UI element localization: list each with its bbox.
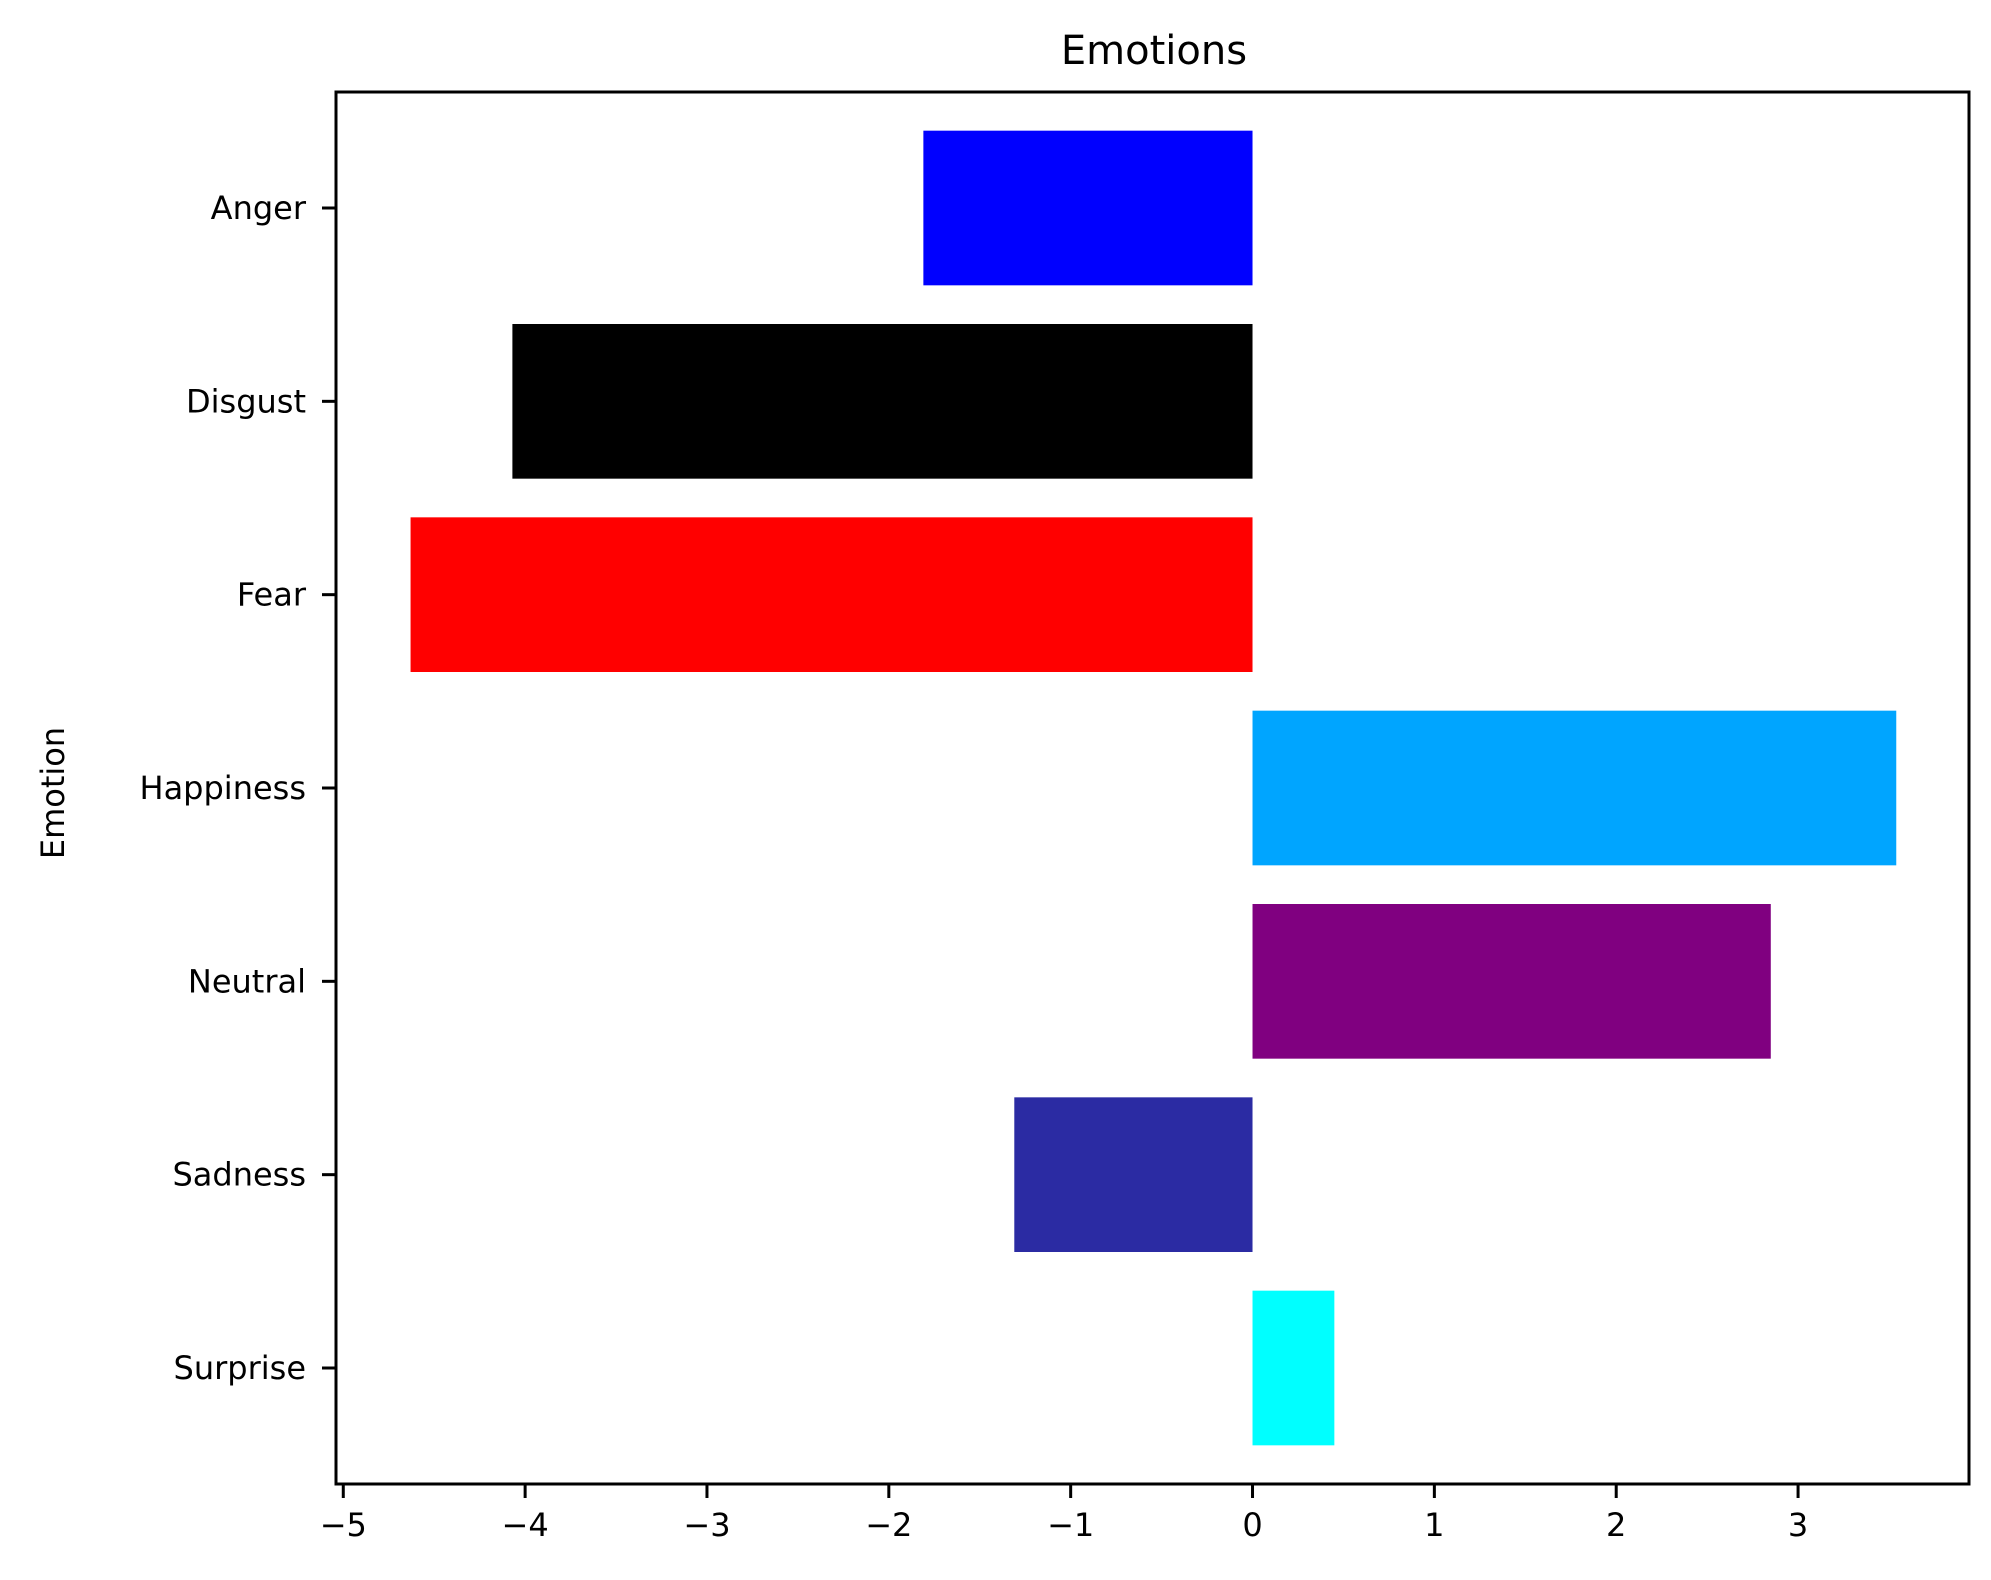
- bars-group: [410, 130, 1897, 1446]
- y-tick-label: Disgust: [186, 382, 306, 420]
- x-tick-label: 0: [1242, 1506, 1262, 1544]
- bar-fear: [410, 517, 1253, 672]
- x-tick-label: −3: [683, 1506, 730, 1544]
- chart-title: Emotions: [1061, 28, 1247, 74]
- x-axis-ticks: −5 −4 −3 −2 −1 0 1 2 3: [320, 1484, 1808, 1544]
- y-axis-label: Emotion: [34, 727, 72, 859]
- x-tick-label: 2: [1606, 1506, 1626, 1544]
- y-tick-label: Neutral: [188, 962, 306, 1000]
- x-tick-label: −1: [1047, 1506, 1094, 1544]
- y-tick-label: Surprise: [174, 1349, 306, 1387]
- bar-neutral: [1252, 904, 1771, 1059]
- bar-sadness: [1014, 1097, 1253, 1252]
- x-tick-label: 3: [1788, 1506, 1808, 1544]
- x-tick-label: −5: [320, 1506, 367, 1544]
- x-tick-label: 1: [1424, 1506, 1444, 1544]
- x-tick-label: −4: [502, 1506, 549, 1544]
- bar-happiness: [1252, 710, 1897, 866]
- y-tick-label: Sadness: [172, 1156, 306, 1194]
- bar-surprise: [1252, 1290, 1335, 1446]
- x-tick-label: −2: [865, 1506, 912, 1544]
- y-tick-label: Anger: [211, 189, 307, 227]
- plot-frame: [334, 90, 1971, 1486]
- y-axis-ticks: Anger Disgust Fear Happiness Neutral Sadness S…: [140, 189, 336, 1387]
- y-tick-label: Fear: [237, 576, 307, 614]
- bar-disgust: [512, 324, 1253, 479]
- y-tick-label: Happiness: [140, 769, 307, 807]
- bar-anger: [923, 130, 1253, 286]
